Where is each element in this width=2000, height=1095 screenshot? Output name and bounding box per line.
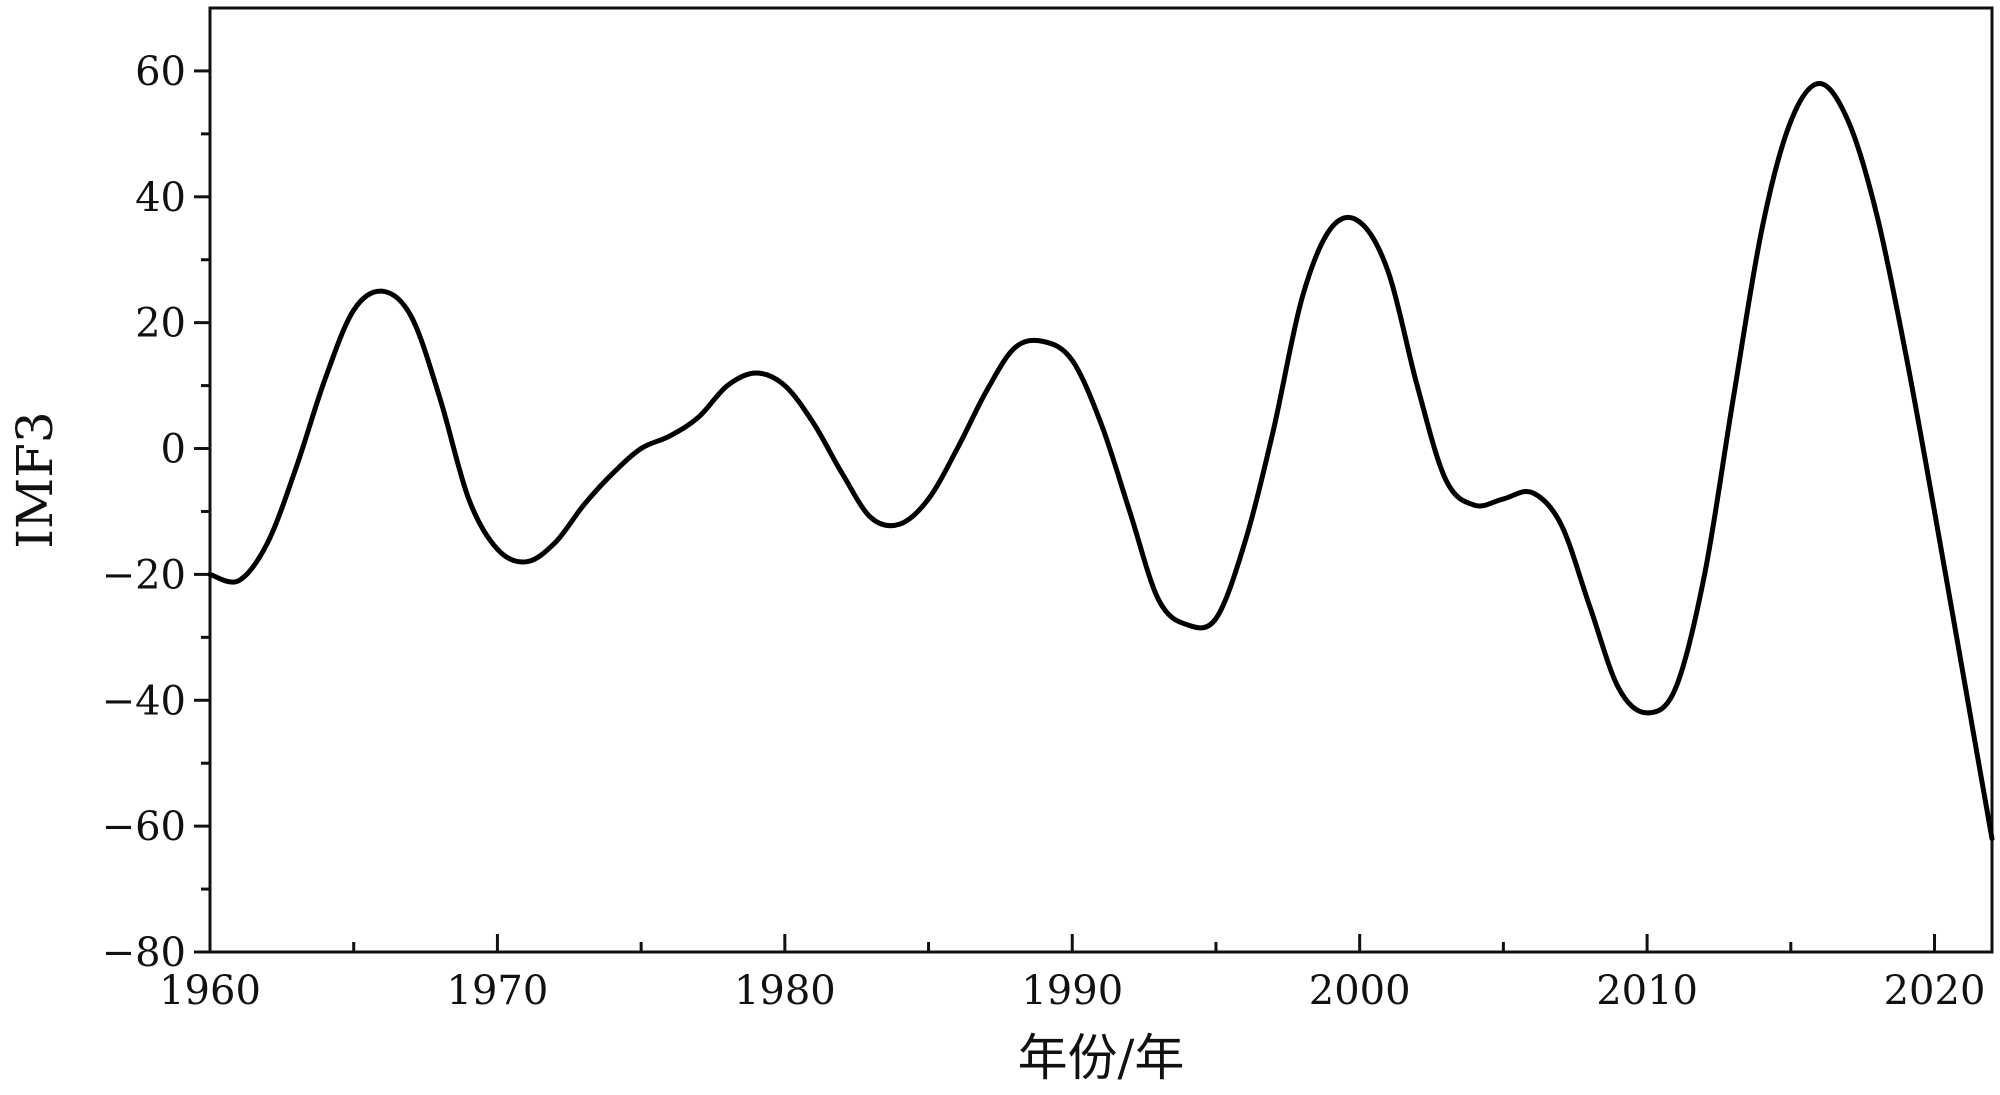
y-tick-label: −60 bbox=[102, 804, 186, 850]
x-axis-ticks bbox=[208, 934, 1937, 952]
y-tick-label: 60 bbox=[135, 49, 186, 95]
y-axis-ticks bbox=[194, 69, 210, 954]
x-axis-tick-labels: 1960 1970 1980 1990 2000 2010 2020 bbox=[159, 968, 1985, 1014]
x-tick-label: 2010 bbox=[1596, 968, 1698, 1014]
x-tick-label: 1980 bbox=[734, 968, 836, 1014]
x-tick-label: 1970 bbox=[447, 968, 549, 1014]
y-tick-label: 0 bbox=[161, 427, 186, 473]
x-axis-title: 年份/年 bbox=[1018, 1029, 1185, 1087]
plot-frame bbox=[208, 6, 1994, 954]
x-tick-label: 1960 bbox=[159, 968, 261, 1014]
y-tick-label: 20 bbox=[135, 301, 186, 347]
x-tick-label: 2000 bbox=[1309, 968, 1411, 1014]
x-tick-label: 2020 bbox=[1884, 968, 1986, 1014]
y-tick-label: −40 bbox=[102, 678, 186, 724]
y-axis-tick-labels: −80 −60 −40 −20 0 20 40 60 bbox=[102, 49, 186, 976]
y-axis-title: IMF3 bbox=[6, 411, 64, 548]
y-tick-label: −80 bbox=[102, 930, 186, 976]
x-tick-label: 1990 bbox=[1021, 968, 1123, 1014]
y-tick-label: 40 bbox=[135, 175, 186, 221]
imf3-series-line bbox=[207, 81, 1995, 842]
y-tick-label: −20 bbox=[102, 552, 186, 598]
